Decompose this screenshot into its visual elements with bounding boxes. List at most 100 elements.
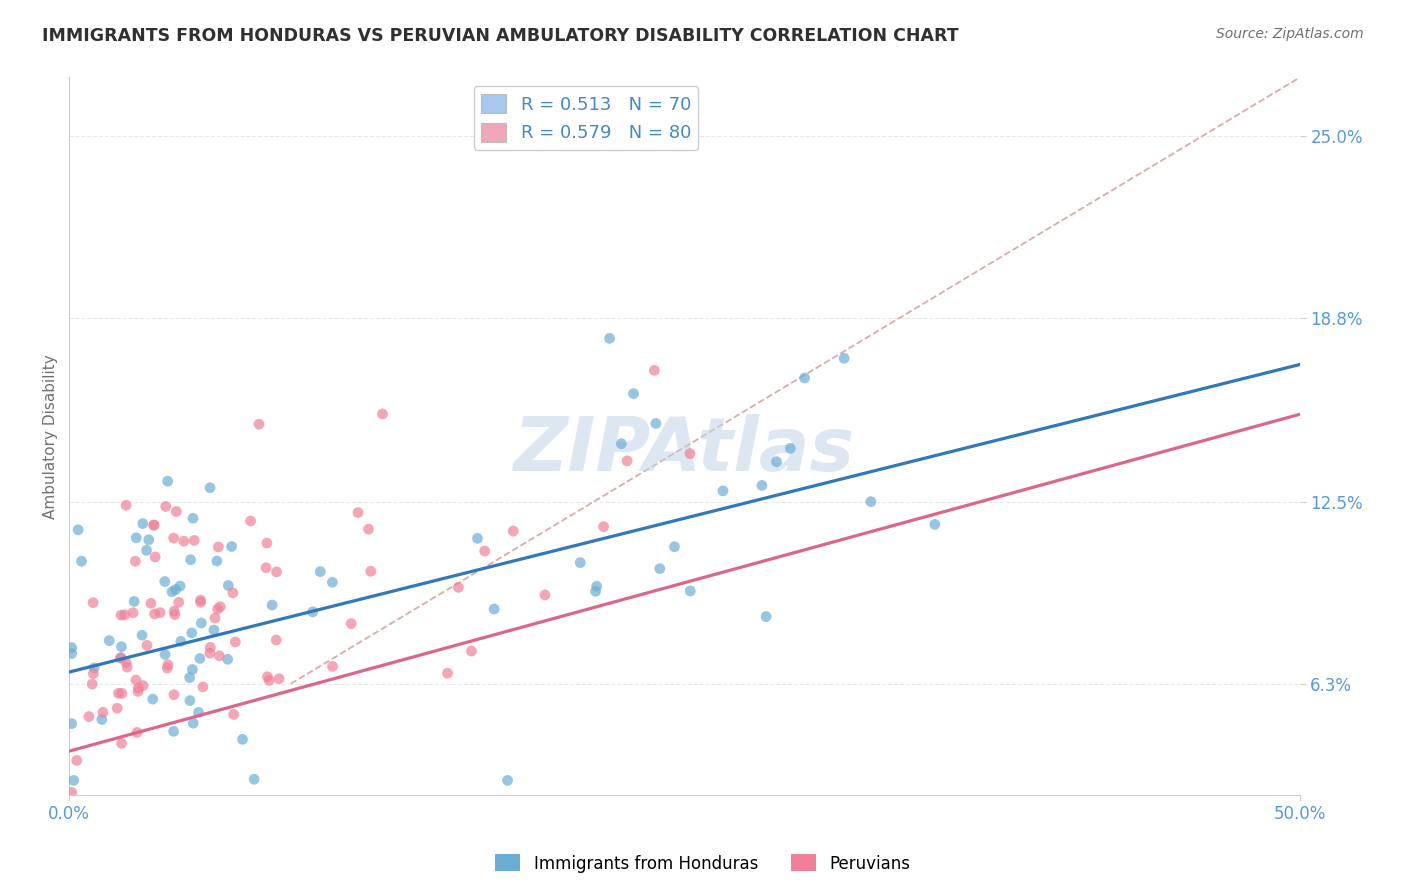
Point [222, 707, 245, 722]
Point [60, 640, 83, 655]
Point [173, 534, 195, 549]
Point [664, 540, 686, 554]
Point [262, 598, 284, 612]
Point [83, 661, 105, 675]
Point [224, 635, 246, 649]
Point [209, 599, 232, 614]
Point [592, 519, 614, 533]
Point [264, 632, 287, 647]
Point [340, 616, 363, 631]
Point [107, 686, 129, 700]
Point [309, 565, 332, 579]
Point [502, 524, 524, 538]
Point [142, 518, 165, 533]
Point [66, 753, 89, 767]
Point [321, 575, 343, 590]
Point [110, 736, 132, 750]
Text: IMMIGRANTS FROM HONDURAS VS PERUVIAN AMBULATORY DISABILITY CORRELATION CHART: IMMIGRANTS FROM HONDURAS VS PERUVIAN AMB… [42, 27, 959, 45]
Point [156, 474, 179, 488]
Point [191, 680, 214, 694]
Point [143, 518, 166, 533]
Point [190, 615, 212, 630]
Point [254, 560, 277, 574]
Point [115, 660, 138, 674]
Point [755, 609, 778, 624]
Point [793, 371, 815, 385]
Point [180, 626, 202, 640]
Point [67, 523, 90, 537]
Point [91, 706, 114, 720]
Point [447, 580, 470, 594]
Point [82, 677, 104, 691]
Point [751, 478, 773, 492]
Point [357, 522, 380, 536]
Point [610, 436, 633, 450]
Point [436, 666, 458, 681]
Point [156, 657, 179, 672]
Point [779, 442, 801, 456]
Point [482, 602, 505, 616]
Point [247, 417, 270, 432]
Point [181, 663, 204, 677]
Legend: Immigrants from Honduras, Peruvians: Immigrants from Honduras, Peruvians [489, 847, 917, 880]
Point [207, 602, 229, 616]
Point [360, 564, 382, 578]
Point [122, 594, 145, 608]
Point [90, 713, 112, 727]
Point [924, 517, 946, 532]
Point [114, 607, 136, 622]
Point [208, 648, 231, 663]
Point [266, 565, 288, 579]
Point [60, 716, 83, 731]
Y-axis label: Ambulatory Disability: Ambulatory Disability [44, 354, 58, 518]
Point [149, 606, 172, 620]
Point [179, 671, 201, 685]
Point [70, 554, 93, 568]
Point [60, 785, 83, 799]
Point [167, 595, 190, 609]
Point [98, 633, 121, 648]
Point [165, 504, 187, 518]
Point [585, 579, 607, 593]
Point [115, 498, 138, 512]
Point [115, 656, 138, 670]
Text: Source: ZipAtlas.com: Source: ZipAtlas.com [1216, 27, 1364, 41]
Point [125, 673, 148, 687]
Point [239, 514, 262, 528]
Legend: R = 0.513   N = 70, R = 0.579   N = 80: R = 0.513 N = 70, R = 0.579 N = 80 [474, 87, 699, 150]
Point [204, 611, 226, 625]
Point [156, 661, 179, 675]
Point [139, 596, 162, 610]
Point [82, 666, 104, 681]
Point [127, 684, 149, 698]
Point [221, 540, 243, 554]
Point [585, 584, 607, 599]
Point [162, 724, 184, 739]
Point [711, 483, 734, 498]
Point [205, 554, 228, 568]
Point [648, 561, 671, 575]
Point [105, 701, 128, 715]
Point [160, 584, 183, 599]
Point [77, 709, 100, 723]
Point [679, 447, 702, 461]
Point [62, 773, 84, 788]
Point [163, 607, 186, 622]
Point [122, 606, 145, 620]
Text: ZIPAtlas: ZIPAtlas [515, 414, 855, 487]
Point [110, 608, 132, 623]
Point [474, 544, 496, 558]
Point [623, 386, 645, 401]
Point [181, 716, 204, 731]
Point [460, 644, 482, 658]
Point [125, 531, 148, 545]
Point [163, 688, 186, 702]
Point [467, 532, 489, 546]
Point [110, 650, 132, 665]
Point [142, 692, 165, 706]
Point [169, 579, 191, 593]
Point [256, 670, 278, 684]
Point [162, 531, 184, 545]
Point [190, 595, 212, 609]
Point [179, 693, 201, 707]
